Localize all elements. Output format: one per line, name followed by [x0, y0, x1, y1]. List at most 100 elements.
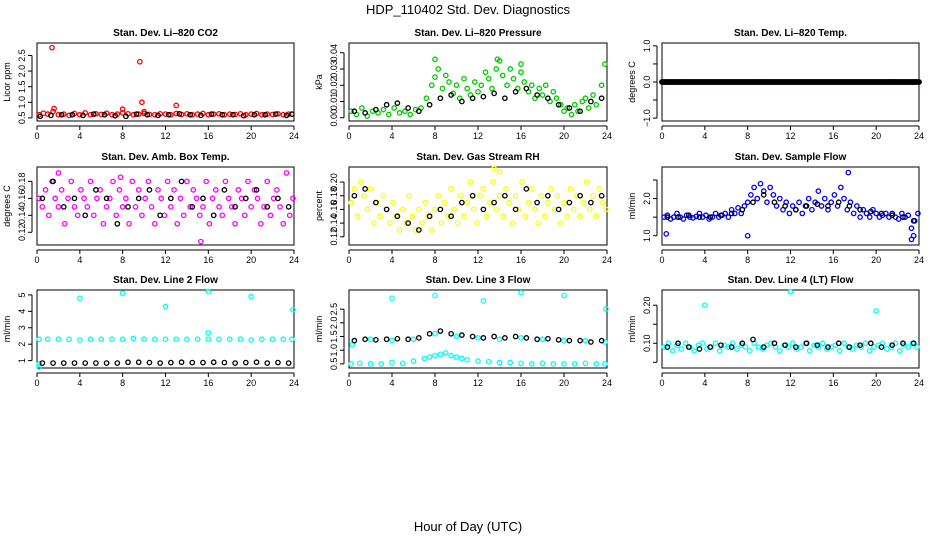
data-point: [502, 335, 508, 341]
data-point: [253, 359, 260, 366]
x-tick-label: 16: [203, 255, 213, 265]
data-point: [103, 203, 110, 210]
data-point: [426, 213, 433, 220]
x-tick-label: 8: [745, 255, 750, 265]
panel-5: Stan. Dev. Gas Stream RH0 4 8 12 16 20 240.120…: [314, 152, 612, 265]
data-point: [461, 213, 467, 220]
data-point: [507, 66, 514, 72]
y-tick-label: 0.02: [329, 76, 339, 94]
data-point: [507, 359, 514, 366]
data-point: [216, 203, 222, 210]
data-point: [422, 199, 429, 206]
y-tick-label: 1.0: [642, 229, 652, 242]
data-point: [793, 206, 799, 213]
data-point: [459, 355, 465, 362]
data-point: [525, 199, 532, 206]
data-point: [373, 336, 379, 343]
data-point: [165, 111, 172, 118]
data-point: [248, 293, 255, 300]
data-point: [561, 108, 567, 115]
data-point: [437, 206, 444, 213]
data-point: [50, 360, 56, 366]
data-point: [359, 105, 365, 111]
data-point: [412, 227, 419, 233]
data-point: [129, 178, 136, 185]
data-point: [469, 95, 476, 102]
panel-title: Stan. Dev. Li–820 CO2: [113, 28, 218, 39]
data-point: [162, 111, 169, 117]
panel-title: Stan. Dev. Line 3 Flow: [426, 275, 531, 286]
data-point: [728, 210, 735, 217]
x-tick-label: 0: [346, 378, 351, 388]
data-point: [590, 192, 596, 199]
data-point: [232, 360, 238, 366]
y-tick-label: 4: [17, 309, 27, 314]
data-point: [173, 336, 180, 343]
series-hourly: [351, 328, 605, 345]
data-point: [428, 227, 435, 233]
data-point: [93, 187, 99, 193]
data-point: [221, 111, 228, 118]
data-point: [44, 111, 51, 117]
data-point: [453, 82, 460, 89]
data-point: [744, 199, 751, 206]
x-tick-label: 24: [602, 378, 612, 388]
data-point: [819, 340, 826, 347]
data-point: [373, 106, 379, 113]
data-point: [523, 186, 530, 192]
data-point: [187, 111, 193, 118]
data-point: [453, 333, 460, 340]
data-point: [471, 79, 478, 85]
data-point: [555, 206, 562, 213]
data-point: [485, 358, 492, 365]
data-point: [664, 344, 671, 350]
data-point: [728, 344, 735, 350]
y-tick-label: 0.0: [642, 76, 652, 89]
data-point: [854, 203, 860, 209]
y-tick-label: 2.0: [329, 317, 339, 330]
data-point: [825, 203, 831, 209]
x-tick-label: 12: [785, 378, 795, 388]
data-point: [168, 203, 174, 210]
data-point: [782, 342, 788, 349]
data-point: [696, 210, 703, 217]
data-point: [101, 111, 108, 118]
x-tick-label: 16: [516, 131, 526, 141]
data-point: [36, 336, 42, 343]
data-point: [135, 359, 142, 366]
data-point: [423, 95, 430, 102]
data-point: [603, 306, 609, 313]
data-point: [789, 203, 796, 209]
data-point: [489, 85, 495, 92]
data-point: [61, 220, 68, 227]
data-point: [42, 187, 49, 193]
data-point: [351, 337, 358, 344]
figure-title: HDP_110402 Std. Dev. Diagnostics: [366, 2, 571, 17]
y-tick-label: 0.01: [329, 93, 339, 111]
data-point: [744, 232, 751, 239]
data-point: [37, 113, 44, 120]
data-point: [367, 186, 374, 192]
data-point: [491, 90, 497, 97]
x-tick-label: 16: [203, 378, 213, 388]
y-tick-label: 0.5: [17, 112, 27, 125]
data-point: [283, 170, 290, 176]
data-point: [577, 108, 583, 115]
x-tick-label: 16: [516, 378, 526, 388]
data-point: [200, 195, 206, 202]
data-point: [454, 220, 461, 226]
x-axis: 0 4 8 12 16 20 24: [659, 125, 924, 141]
x-tick-label: 8: [432, 378, 437, 388]
data-point: [269, 336, 276, 343]
data-point: [209, 195, 216, 202]
data-point: [230, 111, 236, 118]
x-tick-label: 20: [559, 131, 569, 141]
data-point: [846, 203, 853, 209]
y-tick-label: 2.5: [329, 303, 339, 316]
data-point: [828, 199, 835, 206]
data-point: [866, 214, 873, 220]
panel-1: Stan. Dev. Li–820 CO2 0 4 8 12 16 20 24 0.5 1.0 1.…: [2, 28, 299, 141]
data-point: [157, 212, 163, 219]
data-point: [798, 344, 805, 350]
data-point: [867, 340, 874, 347]
